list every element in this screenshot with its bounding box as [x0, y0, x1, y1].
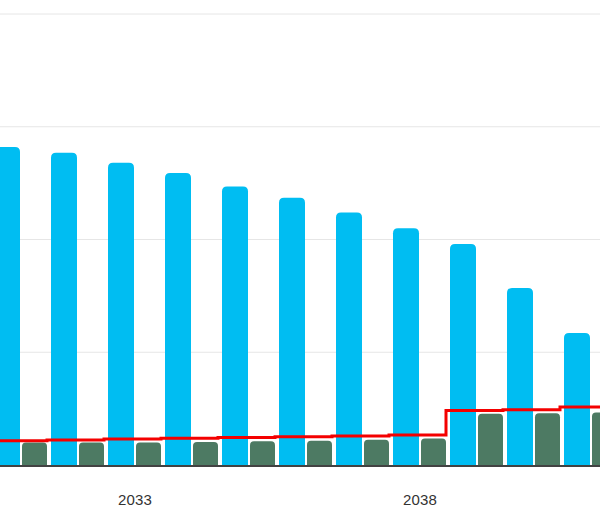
column-green-2041[interactable]: [592, 413, 600, 465]
column-green-2038[interactable]: [421, 439, 446, 465]
column-cyan-2041[interactable]: [564, 333, 590, 465]
column-green-2034[interactable]: [193, 442, 218, 465]
column-cyan-2031[interactable]: [0, 147, 20, 465]
plot-canvas: [0, 0, 600, 522]
column-green-2037[interactable]: [364, 440, 389, 465]
column-green-2033[interactable]: [136, 442, 161, 465]
column-cyan-2036[interactable]: [279, 198, 305, 465]
column-cyan-2033[interactable]: [108, 163, 134, 465]
x-axis-tick-2038: 2038: [385, 491, 455, 509]
column-cyan-2034[interactable]: [165, 173, 191, 465]
column-cyan-2032[interactable]: [51, 153, 77, 465]
column-cyan-2038[interactable]: [393, 228, 419, 465]
column-green-2035[interactable]: [250, 441, 275, 465]
column-cyan-2039[interactable]: [450, 244, 476, 465]
column-green-2032[interactable]: [79, 442, 104, 465]
column-green-2040[interactable]: [535, 413, 560, 465]
column-green-2039[interactable]: [478, 414, 503, 465]
column-cyan-2037[interactable]: [336, 212, 362, 465]
chart-area: 2033 2038: [0, 0, 600, 522]
column-green-2036[interactable]: [307, 441, 332, 465]
column-cyan-2040[interactable]: [507, 288, 533, 465]
column-cyan-2035[interactable]: [222, 187, 248, 465]
column-green-2031[interactable]: [22, 442, 47, 465]
x-axis-tick-2033: 2033: [100, 491, 170, 509]
